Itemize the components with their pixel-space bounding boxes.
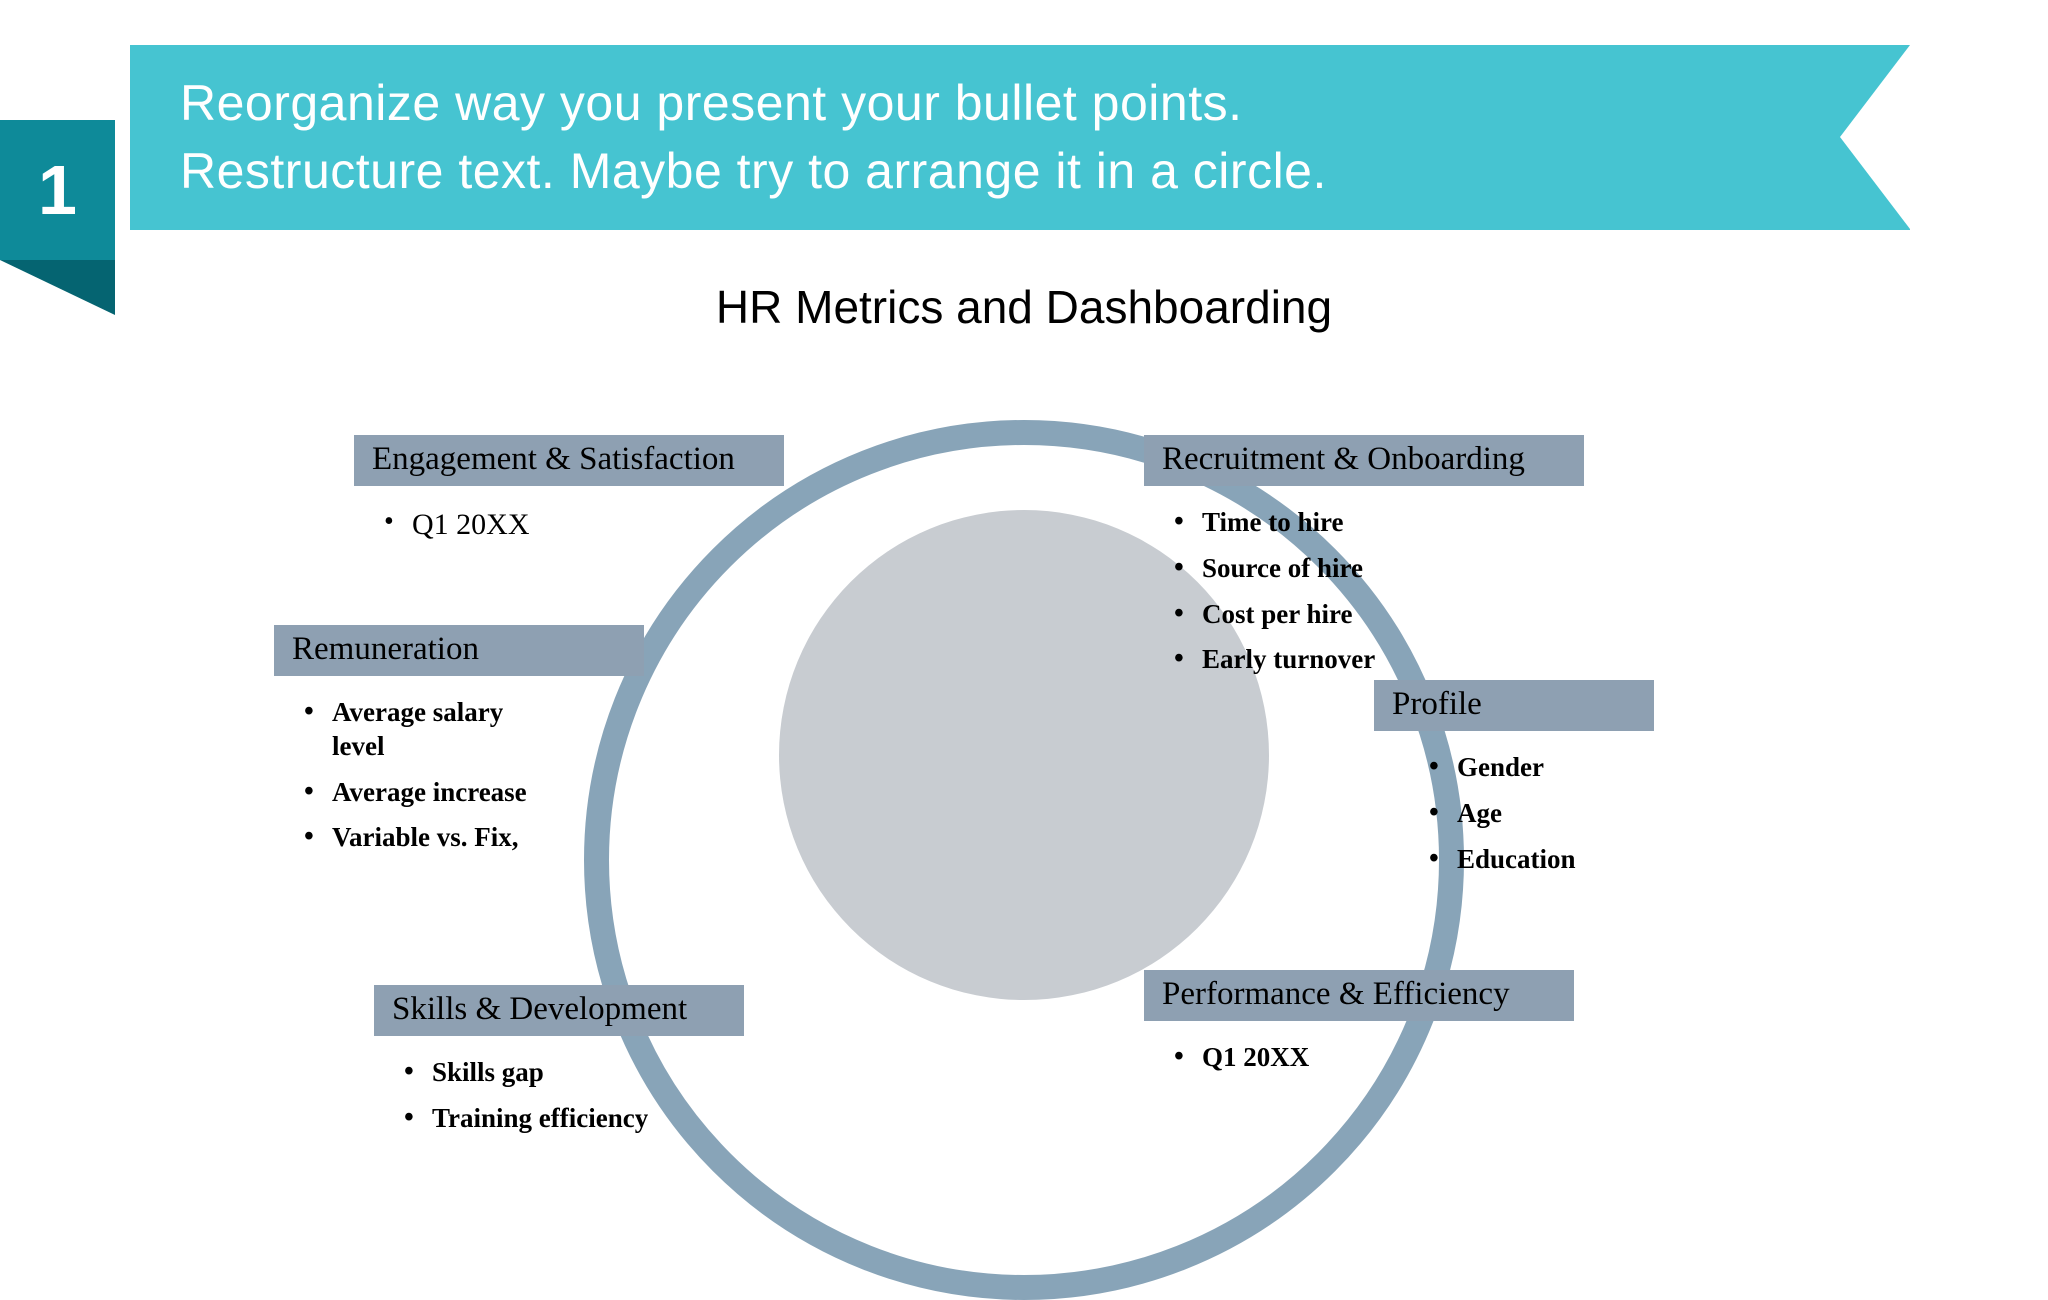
list-item: Q1 20XX bbox=[384, 500, 784, 550]
step-badge-main: 1 bbox=[0, 120, 115, 260]
list-item: Average increase bbox=[304, 770, 534, 816]
list-item: Age bbox=[1429, 791, 1654, 837]
list-item: Education bbox=[1429, 837, 1654, 883]
category-bullets: Average salary level Average increase Va… bbox=[274, 676, 534, 861]
list-item: Early turnover bbox=[1174, 637, 1584, 683]
category-profile: Profile Gender Age Education bbox=[1374, 680, 1654, 882]
list-item: Skills gap bbox=[404, 1050, 744, 1096]
category-remuneration: Remuneration Average salary level Averag… bbox=[274, 625, 644, 861]
banner-line-1: Reorganize way you present your bullet p… bbox=[180, 75, 1242, 131]
category-header: Skills & Development bbox=[374, 985, 744, 1036]
category-bullets: Gender Age Education bbox=[1374, 731, 1654, 882]
list-item: Gender bbox=[1429, 745, 1654, 791]
category-engagement: Engagement & Satisfaction Q1 20XX bbox=[354, 435, 784, 550]
category-header: Remuneration bbox=[274, 625, 644, 676]
category-header: Profile bbox=[1374, 680, 1654, 731]
category-bullets: Time to hire Source of hire Cost per hir… bbox=[1144, 486, 1584, 683]
category-recruitment: Recruitment & Onboarding Time to hire So… bbox=[1144, 435, 1584, 683]
circular-diagram: Engagement & Satisfaction Q1 20XX Remune… bbox=[274, 380, 1774, 1280]
list-item: Source of hire bbox=[1174, 546, 1584, 592]
banner-line-2: Restructure text. Maybe try to arrange i… bbox=[180, 143, 1327, 199]
step-number: 1 bbox=[38, 150, 77, 230]
category-bullets: Skills gap Training efficiency bbox=[374, 1036, 744, 1142]
list-item: Training efficiency bbox=[404, 1096, 744, 1142]
list-item: Variable vs. Fix, bbox=[304, 815, 534, 861]
category-performance: Performance & Efficiency Q1 20XX bbox=[1144, 970, 1574, 1081]
list-item: Q1 20XX bbox=[1174, 1035, 1574, 1081]
list-item: Average salary level bbox=[304, 690, 534, 770]
slide-title: HR Metrics and Dashboarding bbox=[0, 280, 2048, 334]
tip-banner: Reorganize way you present your bullet p… bbox=[130, 45, 1910, 230]
category-bullets: Q1 20XX bbox=[1144, 1021, 1574, 1081]
category-header: Engagement & Satisfaction bbox=[354, 435, 784, 486]
list-item: Cost per hire bbox=[1174, 592, 1584, 638]
category-bullets: Q1 20XX bbox=[354, 486, 784, 550]
banner-text: Reorganize way you present your bullet p… bbox=[180, 70, 1327, 205]
list-item: Time to hire bbox=[1174, 500, 1584, 546]
category-header: Performance & Efficiency bbox=[1144, 970, 1574, 1021]
category-skills: Skills & Development Skills gap Training… bbox=[374, 985, 744, 1142]
banner-notch bbox=[1840, 45, 1910, 229]
category-header: Recruitment & Onboarding bbox=[1144, 435, 1584, 486]
